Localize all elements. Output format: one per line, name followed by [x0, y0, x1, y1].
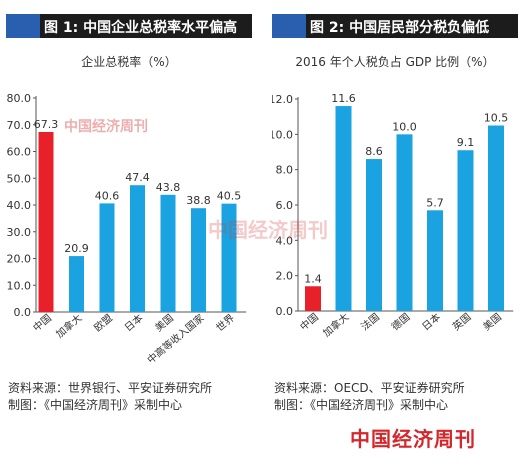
left-chart-bar — [191, 208, 206, 312]
right-chart-value-label: 5.7 — [426, 196, 444, 209]
left-chart-subtitle: 企业总税率（%） — [81, 55, 177, 69]
left-chart-y-tick-label: 0.0 — [14, 306, 32, 319]
right-chart-title: 图 2: 中国居民部分税负偏低 — [310, 20, 490, 36]
right-chart-value-label: 9.1 — [457, 136, 475, 149]
left-panel: 图 1: 中国企业总税率水平偏高 企业总税率（%） 0.0 10.0 20.0 30.… — [6, 0, 252, 466]
left-source-note: 资料来源：世界银行、平安证券研究所 — [8, 381, 213, 395]
right-chart-category-label: 加拿大 — [320, 310, 351, 339]
right-chart-y-tick-label: 10.0 — [272, 128, 293, 141]
right-chart-category-label: 日本 — [419, 310, 443, 333]
left-chart-value-label: 40.5 — [217, 190, 242, 203]
left-credit-note: 制图：《中国经济周刊》采制中心 — [8, 398, 183, 412]
right-chart-category-label: 法国 — [358, 310, 382, 333]
left-chart-y-tick-label: 50.0 — [7, 172, 32, 185]
right-chart-subtitle: 2016 年个人税负占 GDP 比例（%） — [295, 55, 495, 69]
left-chart-category-label: 中高等收入国家 — [144, 311, 206, 366]
right-chart-bar — [305, 286, 321, 311]
left-chart-value-label: 40.6 — [95, 189, 120, 202]
left-chart-y-tick-label: 30.0 — [7, 226, 32, 239]
left-chart-bar — [99, 203, 115, 312]
left-chart-value-label: 43.8 — [156, 181, 181, 194]
left-bar-chart: 0.0 10.0 20.0 30.0 40.0 50.0 60.0 70.0 80.067.3 中… — [7, 92, 247, 366]
right-chart-value-label: 10.5 — [484, 112, 509, 125]
right-chart-y-tick-label: 0.0 — [276, 305, 294, 318]
right-chart-category-label: 中国 — [297, 310, 321, 333]
right-bar-chart: 0.0 2.0 4.0 6.0 8.0 10.0 12.0 1.4 中国 11.6 加拿大 8.6 法国… — [272, 92, 514, 340]
left-chart-bar — [130, 185, 145, 312]
right-chart-category-label: 德国 — [389, 310, 413, 333]
right-chart-y-tick-label: 4.0 — [276, 234, 294, 247]
right-chart-bar — [366, 159, 382, 311]
left-header-accent — [6, 14, 40, 38]
left-chart-y-tick-label: 80.0 — [7, 92, 32, 105]
right-panel: 图 2: 中国居民部分税负偏低 2016 年个人税负占 GDP 比例（%） 0.… — [272, 0, 518, 466]
left-chart-title: 图 1: 中国企业总税率水平偏高 — [44, 20, 238, 36]
left-chart-bar — [69, 256, 84, 312]
right-header-accent — [272, 14, 306, 38]
left-chart-category-label: 美国 — [152, 311, 176, 334]
right-chart-value-label: 11.6 — [331, 92, 356, 105]
right-chart-bar — [335, 106, 352, 311]
left-chart-category-label: 欧盟 — [92, 312, 115, 334]
right-chart-value-label: 1.4 — [304, 272, 322, 285]
left-chart-category-label: 加拿大 — [53, 311, 84, 340]
left-chart-value-label: 67.3 — [34, 118, 59, 131]
right-chart-category-label: 英国 — [450, 310, 474, 333]
right-chart-y-tick-label: 8.0 — [276, 164, 294, 177]
right-chart-value-label: 8.6 — [365, 145, 383, 158]
right-chart-bar — [488, 125, 504, 311]
right-source-note: 资料来源：OECD、平安证券研究所 — [274, 381, 465, 395]
left-chart-y-tick-label: 60.0 — [7, 146, 32, 159]
left-chart-bar — [221, 203, 237, 312]
right-chart-bar — [457, 150, 474, 311]
right-chart-value-label: 10.0 — [392, 120, 417, 133]
left-chart-category-label: 日本 — [122, 311, 146, 334]
left-chart-value-label: 20.9 — [64, 242, 89, 255]
left-chart-y-tick-label: 70.0 — [7, 119, 32, 132]
left-chart-category-label: 中国 — [30, 311, 54, 334]
right-chart-y-tick-label: 2.0 — [276, 270, 294, 283]
right-chart-bar — [427, 210, 443, 311]
left-chart-y-tick-label: 40.0 — [7, 199, 32, 212]
right-chart-category-label: 美国 — [480, 310, 504, 333]
left-chart-y-tick-label: 20.0 — [7, 253, 32, 266]
left-chart-header: 图 1: 中国企业总税率水平偏高 — [6, 14, 252, 38]
right-chart-header: 图 2: 中国居民部分税负偏低 — [272, 14, 518, 38]
right-credit-note: 制图：《中国经济周刊》采制中心 — [274, 398, 449, 412]
left-chart-y-tick-label: 10.0 — [7, 279, 32, 292]
left-chart-value-label: 38.8 — [186, 194, 211, 207]
right-chart-y-tick-label: 12.0 — [272, 93, 293, 106]
left-chart-bar — [160, 194, 176, 312]
left-chart-category-label: 世界 — [214, 312, 237, 334]
right-chart-y-tick-label: 6.0 — [276, 199, 294, 212]
right-chart-bar — [396, 134, 413, 311]
left-chart-value-label: 47.4 — [125, 171, 150, 184]
left-chart-bar — [38, 131, 54, 312]
